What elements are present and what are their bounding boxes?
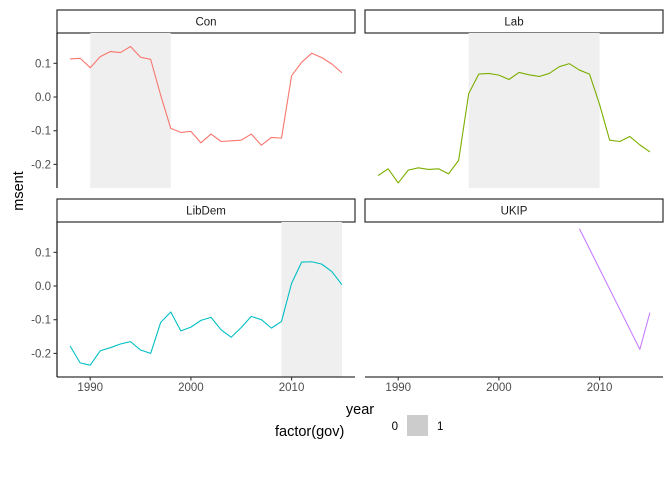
x-tick-label: 2000 bbox=[178, 382, 204, 394]
facet-panels: Con 0.1 0.0 -0.1 -0.2 Lab LibDem 0.1 0.0 -0.1 -0.2… bbox=[31, 9, 664, 394]
gov-period-shade bbox=[281, 222, 342, 377]
legend-title: factor(gov) bbox=[275, 424, 344, 440]
y-tick-label: -0.2 bbox=[31, 159, 51, 171]
series-line-lab bbox=[377, 63, 651, 184]
facet-strip-label: Con bbox=[195, 17, 216, 29]
gov-period-shade bbox=[468, 33, 600, 188]
x-tick-label: 1990 bbox=[385, 382, 411, 394]
legend-key-1 bbox=[407, 415, 428, 436]
series-line-libdem bbox=[69, 261, 343, 366]
facet-panel-ukip: UKIP 1990 2000 2010 bbox=[364, 198, 664, 394]
series-line-ukip bbox=[578, 228, 651, 350]
y-tick-label: -0.1 bbox=[31, 315, 51, 327]
gov-period-shade bbox=[90, 33, 171, 188]
facet-strip-label: UKIP bbox=[501, 206, 528, 218]
x-tick-label: 2000 bbox=[486, 382, 512, 394]
y-tick-label: -0.2 bbox=[31, 348, 51, 360]
facet-strip-label: Lab bbox=[504, 17, 523, 29]
x-tick-label: 1990 bbox=[77, 382, 103, 394]
facet-strip bbox=[56, 9, 356, 34]
facet-strip bbox=[56, 198, 356, 223]
facet-panel-libdem: LibDem 0.1 0.0 -0.1 -0.2 1990 2000 2010 bbox=[31, 198, 356, 394]
y-tick-label: 0.0 bbox=[35, 92, 51, 104]
y-tick-label: -0.1 bbox=[31, 126, 51, 138]
facet-strip bbox=[364, 198, 664, 223]
legend-label-0: 0 bbox=[392, 421, 398, 433]
y-tick-label: 0.1 bbox=[35, 58, 51, 70]
x-tick-label: 2010 bbox=[587, 382, 613, 394]
x-tick-label: 2010 bbox=[279, 382, 305, 394]
y-tick-label: 0.1 bbox=[35, 247, 51, 259]
y-tick-label: 0.0 bbox=[35, 281, 51, 293]
facet-panel-con: Con 0.1 0.0 -0.1 -0.2 bbox=[31, 9, 356, 188]
series-line-con bbox=[70, 45, 343, 146]
facet-strip-label: LibDem bbox=[186, 206, 226, 218]
y-axis-title: msent bbox=[11, 171, 27, 211]
x-axis-title: year bbox=[346, 402, 374, 418]
facet-panel-lab: Lab bbox=[364, 9, 664, 188]
legend-label-1: 1 bbox=[437, 421, 443, 433]
